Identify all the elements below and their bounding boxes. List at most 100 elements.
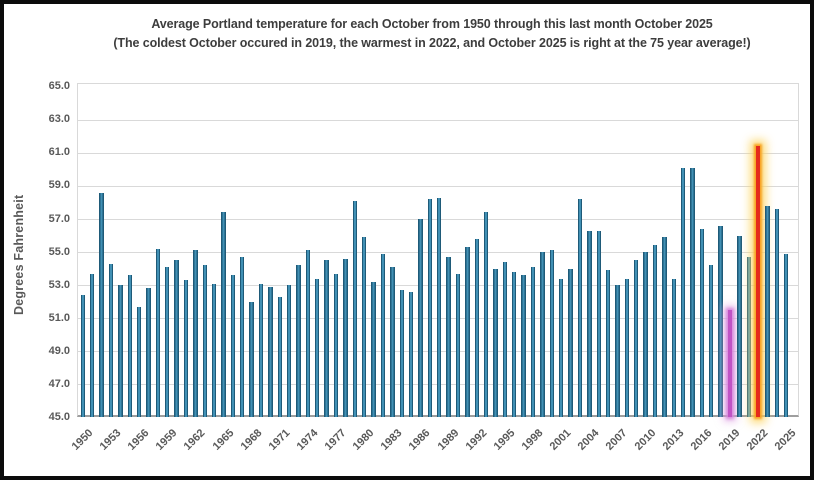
bar-1958 xyxy=(155,248,161,418)
bar-1992 xyxy=(474,238,479,418)
bar-1988 xyxy=(437,197,442,418)
bar-1966 xyxy=(230,275,236,418)
bar-1976 xyxy=(324,260,329,418)
x-tick-label-1983: 1983 xyxy=(379,426,405,453)
x-tick-label-1971: 1971 xyxy=(266,426,293,453)
bar-2004 xyxy=(587,230,592,418)
bar-1996 xyxy=(512,271,517,418)
bar-1961 xyxy=(183,280,189,418)
bar-2016 xyxy=(699,228,705,418)
bar-1953 xyxy=(108,263,114,418)
bar-1952 xyxy=(99,192,104,418)
bar-1956 xyxy=(136,306,142,418)
x-tick-label-2001: 2001 xyxy=(547,426,574,453)
bar-1985 xyxy=(408,291,414,418)
bar-2007 xyxy=(615,285,620,418)
bar-1963 xyxy=(202,265,207,418)
bar-1970 xyxy=(268,286,273,418)
bar-2021 xyxy=(746,257,751,418)
bar-1954 xyxy=(118,285,123,418)
bar-2009 xyxy=(634,260,639,418)
bar-2011 xyxy=(652,245,658,418)
bar-1971 xyxy=(277,296,282,418)
gridline-61.0 xyxy=(78,152,798,154)
bar-2013 xyxy=(671,278,676,418)
bar-1989 xyxy=(446,257,451,418)
bar-1990 xyxy=(455,273,461,418)
y-tick-label-57.0: 57.0 xyxy=(48,212,70,225)
bar-1959 xyxy=(165,266,170,418)
bar-1969 xyxy=(258,283,264,418)
bar-1994 xyxy=(493,268,498,418)
bar-2025 xyxy=(784,253,789,418)
x-tick-label-1968: 1968 xyxy=(238,426,265,453)
x-tick-label-2025: 2025 xyxy=(772,426,799,453)
bar-1964 xyxy=(211,283,217,418)
y-tick-label-49.0: 49.0 xyxy=(48,344,70,357)
bar-1979 xyxy=(352,200,357,418)
x-tick-label-2016: 2016 xyxy=(688,426,715,453)
x-tick-label-1977: 1977 xyxy=(322,426,349,453)
x-tick-label-1980: 1980 xyxy=(350,426,377,453)
y-tick-label-63.0: 63.0 xyxy=(48,113,70,126)
bar-1987 xyxy=(427,199,433,418)
y-tick-label-51.0: 51.0 xyxy=(48,311,70,324)
chart-title: Average Portland temperature for each Oc… xyxy=(151,17,713,31)
bar-2017 xyxy=(709,265,714,418)
x-tick-label-1959: 1959 xyxy=(153,426,180,453)
bar-2023 xyxy=(765,205,770,418)
x-tick-label-1974: 1974 xyxy=(294,426,321,453)
bar-2015 xyxy=(690,167,695,418)
x-tick-label-2010: 2010 xyxy=(632,426,659,453)
gridline-59.0 xyxy=(78,185,798,187)
x-tick-label-1998: 1998 xyxy=(519,426,546,453)
bar-2022 xyxy=(755,146,761,418)
bar-2010 xyxy=(643,252,648,418)
bar-1967 xyxy=(240,257,245,418)
x-tick-label-1962: 1962 xyxy=(182,426,208,453)
y-tick-label-53.0: 53.0 xyxy=(48,278,70,291)
x-tick-label-1989: 1989 xyxy=(435,426,462,453)
bar-2019 xyxy=(727,309,733,418)
x-tick-label-1956: 1956 xyxy=(125,426,152,453)
y-tick-label-47.0: 47.0 xyxy=(48,377,70,390)
bar-2001 xyxy=(558,278,564,418)
bar-1997 xyxy=(521,275,526,418)
x-tick-label-1992: 1992 xyxy=(463,426,490,453)
x-tick-label-1995: 1995 xyxy=(491,426,518,453)
bar-1951 xyxy=(89,273,95,418)
bar-1993 xyxy=(483,212,489,418)
y-tick-label-55.0: 55.0 xyxy=(48,245,70,258)
x-tick-label-2004: 2004 xyxy=(575,426,602,453)
x-tick-label-1953: 1953 xyxy=(97,426,124,453)
bar-1980 xyxy=(362,237,367,418)
bar-1957 xyxy=(146,288,151,418)
bar-1973 xyxy=(296,265,301,418)
bar-1975 xyxy=(315,278,320,418)
bar-1978 xyxy=(343,258,348,418)
bar-1955 xyxy=(127,275,132,418)
x-tick-label-1950: 1950 xyxy=(69,426,96,453)
y-tick-label-61.0: 61.0 xyxy=(48,146,70,159)
bar-1974 xyxy=(305,250,311,418)
bar-1986 xyxy=(418,219,423,418)
bar-2014 xyxy=(680,167,686,418)
bar-2020 xyxy=(737,235,742,418)
bar-1983 xyxy=(390,266,395,418)
bar-2006 xyxy=(605,270,611,418)
bar-1984 xyxy=(399,290,404,418)
bar-2024 xyxy=(774,209,780,418)
bar-2008 xyxy=(624,278,630,418)
bar-1972 xyxy=(286,285,292,418)
bar-2005 xyxy=(596,230,601,418)
chart-subtitle: (The coldest October occured in 2019, th… xyxy=(113,36,751,50)
bar-1950 xyxy=(80,295,85,418)
y-axis-title: Degrees Fahrenheit xyxy=(12,194,26,315)
bar-1981 xyxy=(371,281,376,418)
bar-1968 xyxy=(249,301,254,418)
x-tick-label-2019: 2019 xyxy=(716,426,743,453)
bar-1991 xyxy=(465,247,470,418)
bar-2012 xyxy=(662,237,667,418)
y-tick-label-59.0: 59.0 xyxy=(48,179,70,192)
